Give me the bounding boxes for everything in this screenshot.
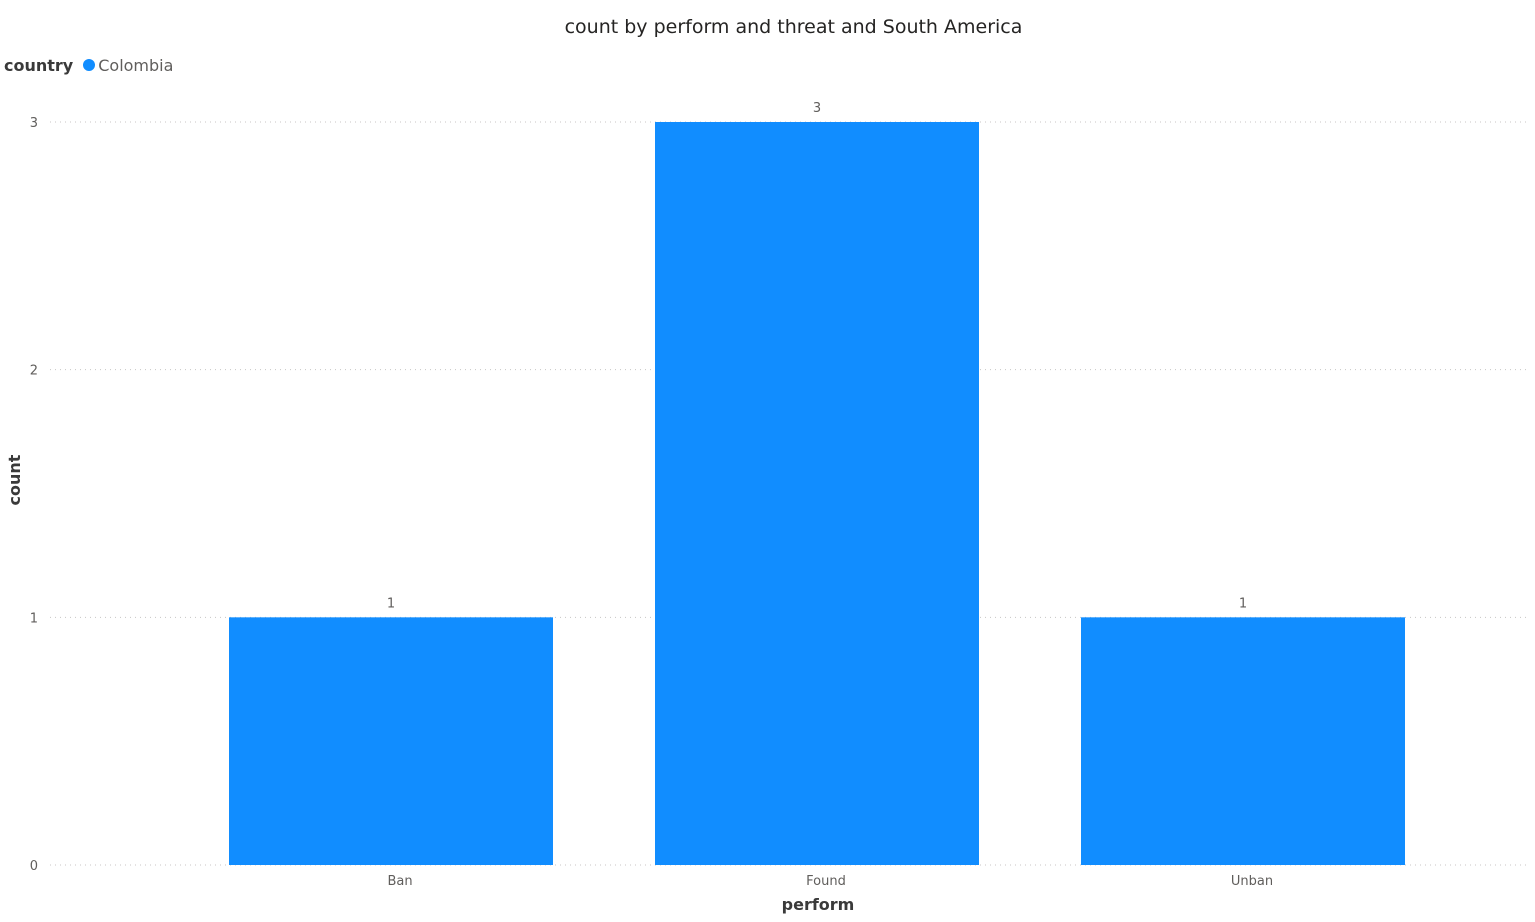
legend-item-colombia[interactable]: Colombia xyxy=(83,56,173,75)
x-axis-title: perform xyxy=(782,895,855,914)
legend-marker xyxy=(83,59,96,71)
x-tick-label: Unban xyxy=(1231,874,1273,889)
bar-found[interactable] xyxy=(655,122,979,865)
data-label: 3 xyxy=(813,101,821,116)
bar-unban[interactable] xyxy=(1081,617,1405,865)
y-tick-label: 0 xyxy=(30,859,38,874)
y-tick-label: 1 xyxy=(30,611,38,626)
legend-title: country xyxy=(4,55,74,75)
x-tick-label: Ban xyxy=(387,874,412,889)
y-tick-label: 2 xyxy=(30,364,38,379)
x-tick-label: Found xyxy=(806,874,846,889)
chart-title: count by perform and threat and South Am… xyxy=(564,16,1023,38)
legend-item-label: Colombia xyxy=(98,55,174,75)
data-label: 1 xyxy=(387,596,395,611)
y-axis-title: count xyxy=(5,454,24,505)
data-label: 1 xyxy=(1239,596,1247,611)
legend: country Colombia xyxy=(4,54,173,76)
y-tick-label: 3 xyxy=(30,116,38,131)
bar-ban[interactable] xyxy=(229,617,553,865)
